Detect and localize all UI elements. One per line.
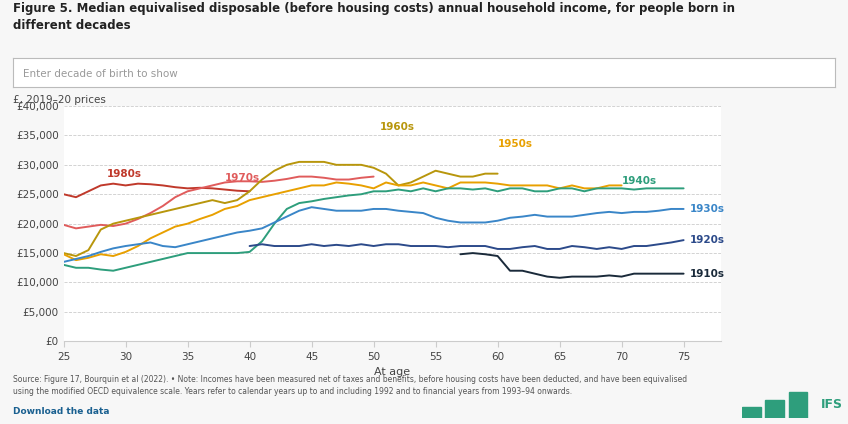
Text: 1940s: 1940s xyxy=(622,176,656,186)
Text: 1970s: 1970s xyxy=(225,173,260,183)
Text: 1980s: 1980s xyxy=(107,169,142,179)
Text: 1960s: 1960s xyxy=(380,122,415,131)
Bar xyxy=(742,407,761,418)
Text: Source: Figure 17, Bourquin et al (2022). • Note: Incomes have been measured net: Source: Figure 17, Bourquin et al (2022)… xyxy=(13,375,687,396)
X-axis label: At age: At age xyxy=(374,367,410,377)
Text: IFS: IFS xyxy=(821,399,843,411)
Text: Download the data: Download the data xyxy=(13,407,109,416)
Bar xyxy=(789,392,807,418)
Text: Enter decade of birth to show: Enter decade of birth to show xyxy=(23,69,177,79)
Text: Figure 5. Median equivalised disposable (before housing costs) annual household : Figure 5. Median equivalised disposable … xyxy=(13,2,734,32)
Text: 1910s: 1910s xyxy=(689,269,725,279)
Bar xyxy=(765,400,784,418)
Text: £, 2019–20 prices: £, 2019–20 prices xyxy=(13,95,106,106)
Text: 1930s: 1930s xyxy=(689,204,725,214)
Text: 1920s: 1920s xyxy=(689,234,725,245)
Text: 1950s: 1950s xyxy=(498,139,533,149)
